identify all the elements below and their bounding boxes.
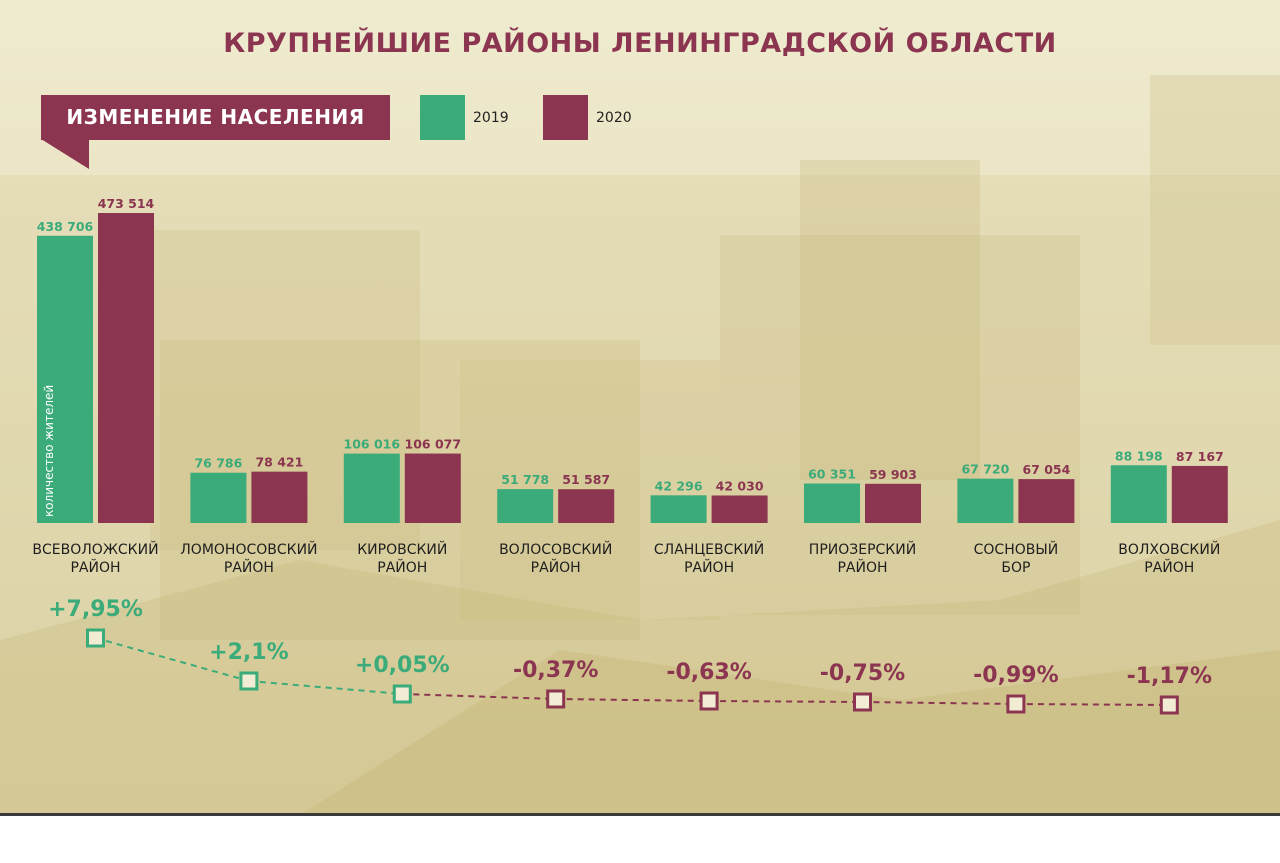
bar-2020-5 bbox=[865, 483, 921, 523]
city-background-image bbox=[0, 75, 1280, 815]
data-label-2019-4: 42 296 bbox=[655, 478, 703, 493]
chart: 438 706 473 514 ВСЕВОЛОЖСКИЙ РАЙОН 76 786 78 … bbox=[32, 196, 1228, 715]
bar-2020-0 bbox=[98, 213, 154, 523]
change-marker-2 bbox=[392, 684, 412, 704]
change-label-7: -1,17% bbox=[1127, 664, 1212, 689]
bar-2019-7 bbox=[1110, 465, 1167, 523]
data-label-2020-6: 67 054 bbox=[1022, 462, 1070, 477]
data-label-2019-3: 51 778 bbox=[501, 472, 549, 487]
category-label-4: СЛАНЦЕВСКИЙ РАЙОН bbox=[654, 540, 764, 576]
change-label-3: -0,37% bbox=[513, 658, 598, 683]
change-line-segment-2 bbox=[402, 693, 556, 700]
subtitle-badge-pointer bbox=[41, 139, 89, 169]
data-label-2019-1: 76 786 bbox=[194, 456, 242, 471]
category-label-6: СОСНОВЫЙ БОР bbox=[974, 540, 1059, 576]
bar-2019-1 bbox=[190, 472, 247, 523]
change-line-segment-3 bbox=[555, 698, 710, 702]
bar-2020-2 bbox=[404, 453, 461, 523]
change-label-5: -0,75% bbox=[820, 661, 905, 686]
category-label-3: ВОЛОСОВСКИЙ РАЙОН bbox=[499, 540, 612, 576]
bar-2019-4 bbox=[650, 495, 707, 523]
bar-2020-1 bbox=[251, 471, 308, 523]
category-label-5: ПРИОЗЕРСКИЙ РАЙОН bbox=[809, 540, 916, 576]
chart-title: КРУПНЕЙШИЕ РАЙОНЫ ЛЕНИНГРАДСКОЙ ОБЛАСТИ bbox=[223, 28, 1057, 59]
bar-2019-5 bbox=[804, 483, 860, 523]
bar-2019-6 bbox=[957, 478, 1014, 523]
change-label-0: +7,95% bbox=[48, 597, 143, 622]
category-label-0: ВСЕВОЛОЖСКИЙ РАЙОН bbox=[32, 540, 158, 576]
data-label-2020-4: 42 030 bbox=[716, 478, 764, 493]
change-marker-5 bbox=[853, 692, 872, 712]
y-axis-label: количество жителей bbox=[42, 385, 56, 517]
change-line-segment-1 bbox=[248, 680, 403, 695]
change-line-segment-0 bbox=[95, 637, 250, 682]
data-label-2020-7: 87 167 bbox=[1176, 449, 1224, 464]
infographic: КРУПНЕЙШИЕ РАЙОНЫ ЛЕНИНГРАДСКОЙ ОБЛАСТИ … bbox=[0, 0, 1280, 815]
legend-label-2020: 2020 bbox=[596, 110, 632, 126]
change-label-4: -0,63% bbox=[666, 660, 751, 685]
data-label-2019-0: 438 706 bbox=[37, 219, 94, 234]
category-label-7: ВОЛХОВСКИЙ РАЙОН bbox=[1118, 540, 1220, 576]
data-label-2020-5: 59 903 bbox=[869, 467, 917, 482]
bottom-divider bbox=[0, 813, 1280, 816]
change-label-6: -0,99% bbox=[973, 663, 1058, 688]
bar-2019-0 bbox=[37, 235, 93, 523]
change-label-2: +0,05% bbox=[355, 653, 450, 678]
bar-2020-6 bbox=[1018, 479, 1075, 523]
data-label-2020-2: 106 077 bbox=[405, 437, 462, 452]
change-marker-0 bbox=[86, 628, 105, 648]
bar-2019-2 bbox=[343, 453, 400, 523]
category-label-2: КИРОВСКИЙ РАЙОН bbox=[357, 540, 447, 576]
change-marker-7 bbox=[1159, 695, 1179, 715]
data-label-2020-1: 78 421 bbox=[255, 455, 303, 470]
data-label-2019-6: 67 720 bbox=[961, 462, 1009, 477]
bar-2020-7 bbox=[1171, 465, 1228, 523]
category-label-1: ЛОМОНОСОВСКИЙ РАЙОН bbox=[180, 540, 317, 576]
subtitle-badge bbox=[41, 95, 390, 140]
data-label-2019-5: 60 351 bbox=[808, 466, 856, 481]
legend-swatch-2019 bbox=[420, 95, 465, 140]
data-label-2019-2: 106 016 bbox=[344, 437, 401, 452]
change-line-segment-4 bbox=[709, 700, 863, 703]
change-marker-6 bbox=[1006, 694, 1026, 714]
bar-2020-3 bbox=[558, 489, 615, 523]
change-line-segment-6 bbox=[1015, 703, 1170, 706]
legend-label-2019: 2019 bbox=[473, 110, 509, 126]
data-label-2020-3: 51 587 bbox=[562, 472, 610, 487]
change-label-1: +2,1% bbox=[209, 640, 288, 665]
data-label-2020-0: 473 514 bbox=[98, 196, 155, 211]
legend-swatch-2020 bbox=[543, 95, 588, 140]
bar-2019-3 bbox=[497, 489, 554, 523]
subtitle: ИЗМЕНЕНИЕ НАСЕЛЕНИЯ bbox=[66, 105, 365, 129]
change-line-segment-5 bbox=[862, 701, 1016, 705]
change-marker-4 bbox=[699, 691, 719, 711]
change-marker-1 bbox=[239, 671, 259, 691]
data-label-2019-7: 88 198 bbox=[1115, 448, 1163, 463]
bar-2020-4 bbox=[711, 495, 768, 523]
change-marker-3 bbox=[546, 689, 566, 709]
